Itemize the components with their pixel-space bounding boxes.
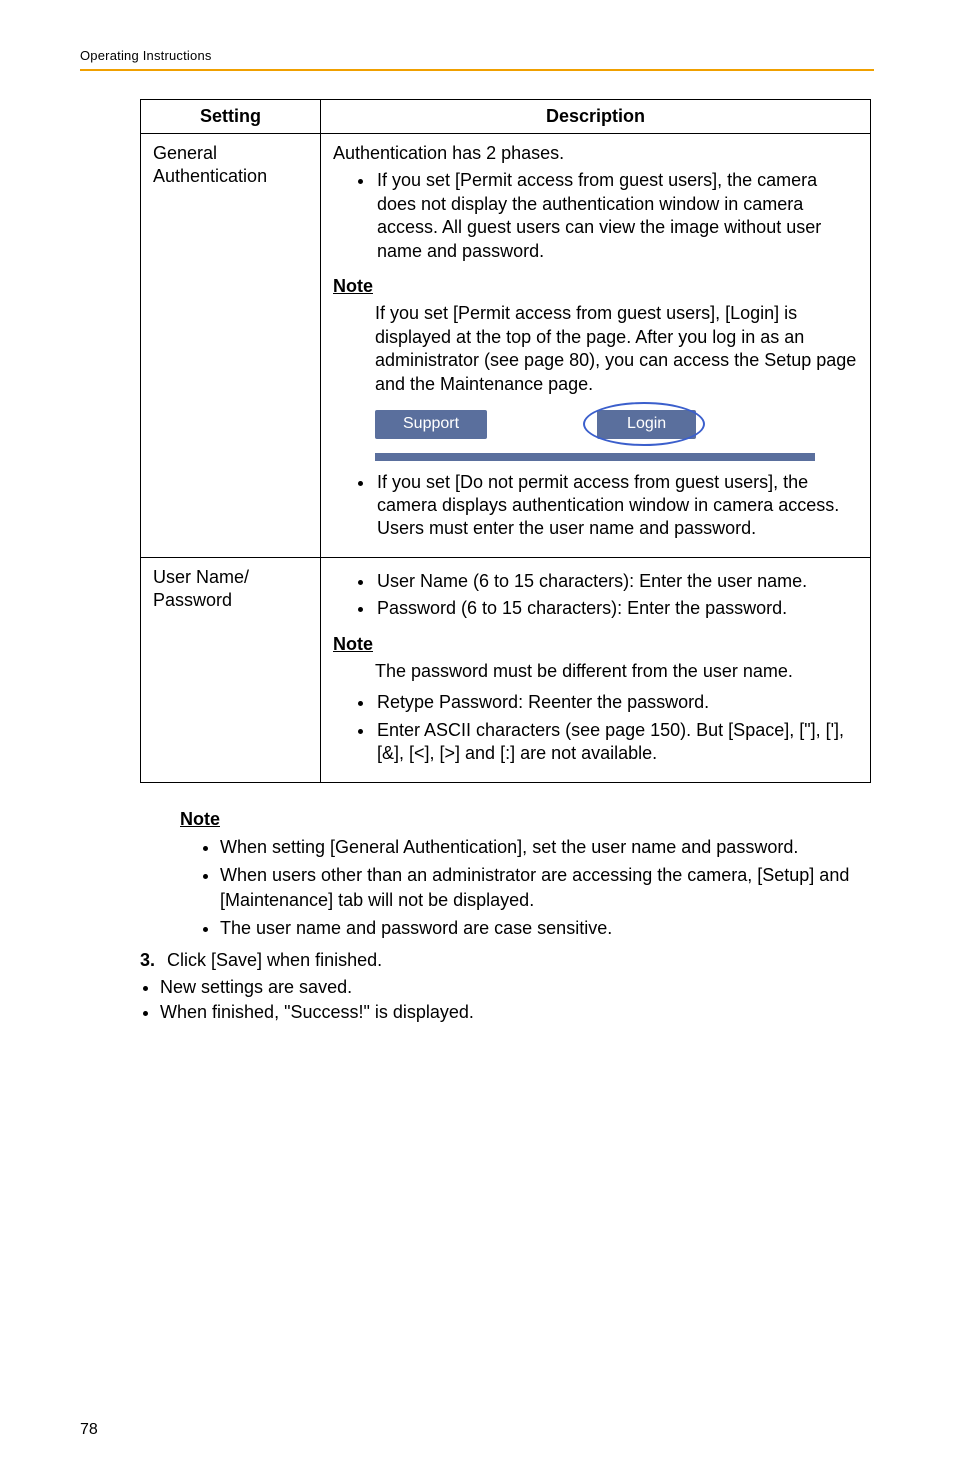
list-item: Enter ASCII characters (see page 150). B… <box>375 719 858 766</box>
list-item: Retype Password: Reenter the password. <box>375 691 858 714</box>
list-item: User Name (6 to 15 characters): Enter th… <box>375 570 858 593</box>
step-3: 3. Click [Save] when finished. <box>140 950 874 971</box>
login-button-wrap: Login <box>597 410 696 439</box>
list-item: New settings are saved. <box>160 977 874 998</box>
setting-cell: General Authentication <box>141 134 321 558</box>
support-button[interactable]: Support <box>375 410 487 439</box>
button-row: Support Login <box>375 410 858 439</box>
note-body: The password must be different from the … <box>375 660 858 683</box>
list-item: If you set [Do not permit access from gu… <box>375 471 858 541</box>
list-item: If you set [Permit access from guest use… <box>375 169 858 263</box>
setting-label: General Authentication <box>153 143 267 186</box>
list-item: The user name and password are case sens… <box>220 916 874 940</box>
col-setting: Setting <box>141 100 321 134</box>
list-item: When setting [General Authentication], s… <box>220 835 874 859</box>
note-heading: Note <box>180 807 874 831</box>
bullet-list: Retype Password: Reenter the password. E… <box>333 691 858 765</box>
col-description: Description <box>321 100 871 134</box>
notes-list: When setting [General Authentication], s… <box>180 835 874 940</box>
toolbar-strip <box>375 453 815 461</box>
page: Operating Instructions Setting Descripti… <box>0 0 954 1475</box>
bullet-list: User Name (6 to 15 characters): Enter th… <box>333 570 858 621</box>
list-item: Password (6 to 15 characters): Enter the… <box>375 597 858 620</box>
bullet-list: If you set [Permit access from guest use… <box>333 169 858 263</box>
page-header: Operating Instructions <box>80 48 874 69</box>
table-row: General Authentication Authentication ha… <box>141 134 871 558</box>
bullet-list: If you set [Do not permit access from gu… <box>333 471 858 541</box>
step-3-sublist: New settings are saved. When finished, "… <box>80 977 874 1023</box>
setting-cell: User Name/ Password <box>141 557 321 782</box>
notes-section: Note When setting [General Authenticatio… <box>180 807 874 940</box>
login-button[interactable]: Login <box>597 410 696 439</box>
list-item: When users other than an administrator a… <box>220 863 874 912</box>
settings-table: Setting Description General Authenticati… <box>140 99 871 783</box>
list-item: When finished, "Success!" is displayed. <box>160 1002 874 1023</box>
note-heading: Note <box>333 275 858 298</box>
step-text: Click [Save] when finished. <box>167 950 382 970</box>
header-rule <box>80 69 874 71</box>
page-number: 78 <box>80 1421 98 1439</box>
table-row: User Name/ Password User Name (6 to 15 c… <box>141 557 871 782</box>
description-cell: Authentication has 2 phases. If you set … <box>321 134 871 558</box>
intro-text: Authentication has 2 phases. <box>333 142 858 165</box>
note-heading: Note <box>333 633 858 656</box>
table-header-row: Setting Description <box>141 100 871 134</box>
setting-label: User Name/ Password <box>153 567 249 610</box>
description-cell: User Name (6 to 15 characters): Enter th… <box>321 557 871 782</box>
note-body: If you set [Permit access from guest use… <box>375 302 858 396</box>
step-number: 3. <box>140 950 155 970</box>
